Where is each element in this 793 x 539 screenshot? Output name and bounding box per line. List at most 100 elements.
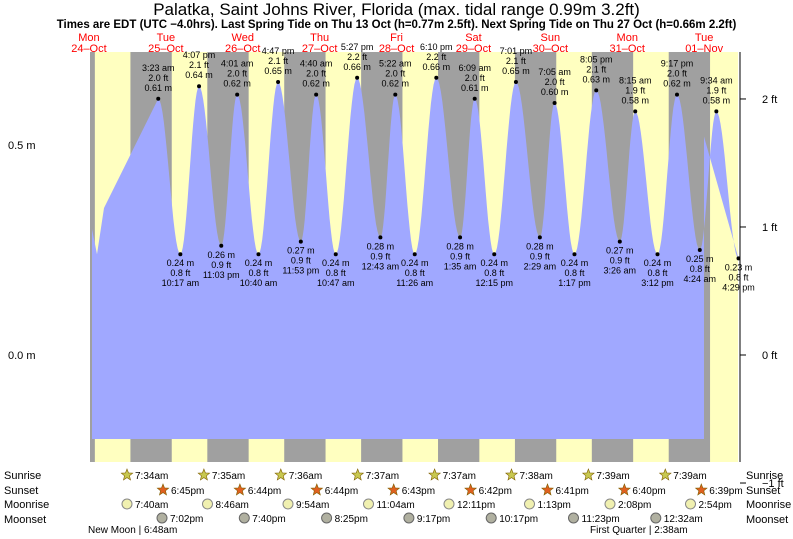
chart-subtitle: Times are EDT (UTC −4.0hrs). Last Spring…: [56, 19, 737, 31]
day-of-week: Sat: [465, 32, 482, 44]
extremum-label: 0.58 m: [703, 95, 731, 105]
extremum-label: 3:12 pm: [641, 278, 674, 288]
day-date: 24–Oct: [71, 43, 106, 55]
y-tick-label-right: −1 ft: [762, 478, 784, 490]
moonrise-time: 9:54am: [296, 500, 329, 511]
extremum-label: 0.23 m: [725, 262, 753, 272]
extremum-point: [434, 75, 439, 80]
y-tick-label-right: 0 ft: [762, 350, 777, 362]
extremum-label: 0.60 m: [541, 87, 569, 97]
extremum-point: [298, 239, 303, 244]
extremum-label: 2.0 ft: [148, 73, 169, 83]
extremum-label: 10:40 am: [240, 278, 278, 288]
extremum-label: 2.0 ft: [385, 69, 406, 79]
sunrise-icon: [581, 468, 595, 481]
moonset-time: 7:40pm: [252, 514, 285, 525]
sunset-icon: [541, 483, 554, 496]
row-label-left: Sunrise: [4, 470, 41, 482]
extremum-label: 0.28 m: [367, 241, 395, 251]
extremum-label: 9:34 am: [700, 75, 733, 85]
chart-title: Palatka, Saint Johns River, Florida (max…: [153, 0, 640, 19]
extremum-label: 4:07 pm: [183, 50, 216, 60]
extremum-label: 4:24 am: [684, 274, 717, 284]
moonrise-time: 2:08pm: [618, 500, 651, 511]
sunrise-time: 7:35am: [212, 471, 245, 482]
row-label-left: Sunset: [4, 485, 38, 497]
extremum-label: 0.8 ft: [248, 268, 269, 278]
extremum-label: 0.9 ft: [610, 256, 631, 266]
extremum-point: [393, 92, 398, 97]
moonset-icon: [485, 512, 497, 524]
sunset-icon: [387, 483, 401, 496]
moonset-icon: [650, 512, 662, 524]
day-date: 26–Oct: [225, 43, 260, 55]
moonset-time: 11:23pm: [582, 514, 620, 525]
sunset-icon: [156, 483, 170, 496]
day-of-week: Sun: [541, 32, 561, 44]
moonrise-icon: [443, 498, 455, 510]
day-date: 01–Nov: [685, 43, 723, 55]
day-of-week: Wed: [232, 32, 254, 44]
sunrise-icon: [274, 468, 288, 481]
extremum-label: 0.65 m: [502, 66, 530, 76]
extremum-label: 0.8 ft: [484, 268, 505, 278]
day-of-week: Tue: [157, 32, 176, 44]
sunrise-time: 7:39am: [596, 471, 629, 482]
extremum-label: 5:22 am: [379, 59, 412, 69]
extremum-point: [633, 109, 638, 114]
extremum-point: [256, 252, 261, 257]
moonrise-icon: [524, 498, 535, 510]
sunset-time: 6:45pm: [171, 486, 204, 497]
moonset-time: 10:17pm: [499, 514, 538, 525]
extremum-label: 0.25 m: [686, 254, 714, 264]
y-tick-label-right: 1 ft: [762, 222, 777, 234]
sunrise-icon: [428, 468, 442, 481]
day-date: 27–Oct: [302, 43, 337, 55]
moonrise-icon: [604, 498, 616, 510]
extremum-label: 0.28 m: [526, 241, 554, 251]
extremum-point: [276, 80, 281, 84]
extremum-label: 2.0 ft: [465, 73, 486, 83]
day-of-week: Tue: [695, 32, 714, 44]
day-of-week: Mon: [78, 32, 99, 44]
extremum-point: [378, 235, 383, 240]
sunrise-icon: [120, 468, 134, 481]
day-date: 29–Oct: [456, 43, 491, 55]
moonrise-icon: [121, 498, 133, 510]
extremum-label: 0.8 ft: [326, 268, 347, 278]
extremum-label: 2.0 ft: [667, 69, 688, 79]
extremum-label: 5:27 pm: [341, 42, 374, 52]
extremum-label: 0.62 m: [223, 79, 251, 89]
extremum-label: 0.24 m: [644, 258, 672, 268]
moonset-icon: [403, 512, 415, 524]
tide-area: [92, 77, 739, 440]
extremum-label: 9:17 pm: [661, 59, 694, 69]
sunrise-icon: [197, 468, 211, 481]
extremum-point: [219, 243, 224, 248]
sunrise-time: 7:37am: [366, 471, 399, 482]
extremum-point: [458, 235, 463, 240]
y-tick-label-left: 0.5 m: [8, 140, 36, 152]
sunrise-time: 7:38am: [520, 471, 553, 482]
extremum-point: [697, 248, 702, 252]
extremum-label: 4:40 am: [300, 59, 333, 69]
extremum-label: 7:05 am: [538, 67, 571, 77]
extremum-point: [513, 80, 518, 84]
day-date: 25–Oct: [148, 43, 183, 55]
sunset-icon: [617, 483, 631, 496]
extremum-label: 0.8 ft: [405, 268, 426, 278]
moonrise-time: 7:40am: [135, 500, 168, 511]
extremum-point: [333, 252, 338, 257]
extremum-label: 0.62 m: [302, 79, 330, 89]
sunset-time: 6:39pm: [709, 486, 742, 497]
extremum-point: [617, 239, 622, 244]
extremum-label: 0.28 m: [446, 241, 474, 251]
extremum-label: 0.24 m: [322, 258, 350, 268]
extremum-label: 2.1 ft: [586, 64, 607, 74]
extremum-label: 0.63 m: [582, 74, 610, 84]
sunset-icon: [694, 483, 708, 496]
extremum-point: [156, 96, 161, 101]
extremum-label: 0.66 m: [423, 62, 451, 72]
moonrise-icon: [685, 498, 696, 510]
extremum-label: 11:53 pm: [282, 266, 319, 276]
